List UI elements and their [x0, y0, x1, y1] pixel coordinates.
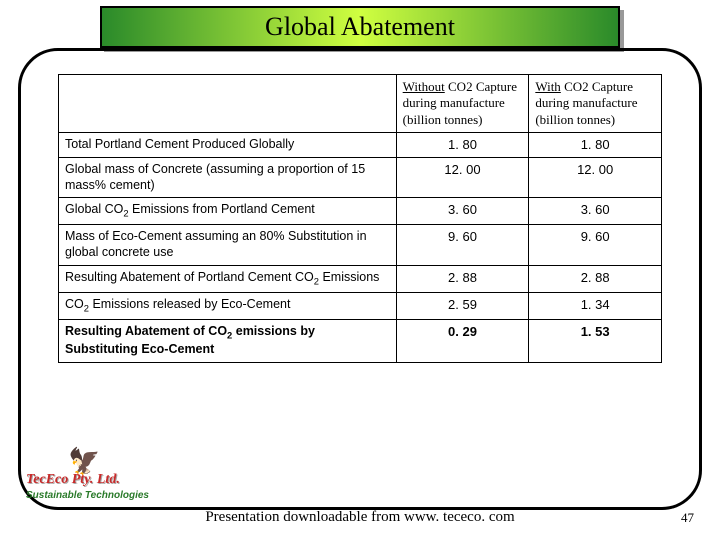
- brand-line1: TecEco Pty. Ltd.: [26, 472, 120, 488]
- logo-area: 🦅 TecEco Pty. Ltd. Sustainable Technolog…: [26, 472, 196, 522]
- row-value-with: 2. 88: [529, 265, 662, 292]
- table-row: Total Portland Cement Produced Globally1…: [59, 132, 662, 157]
- header-without-uline: Without: [403, 79, 445, 94]
- row-label: CO2 Emissions released by Eco-Cement: [59, 292, 397, 319]
- brand-line2: Sustainable Technologies: [26, 490, 149, 501]
- header-with-uline: With: [535, 79, 560, 94]
- table-row: CO2 Emissions released by Eco-Cement2. 5…: [59, 292, 662, 319]
- row-value-with: 9. 60: [529, 225, 662, 265]
- footer-text: Presentation downloadable from www. tece…: [205, 509, 514, 526]
- row-value-without: 1. 80: [396, 132, 529, 157]
- title-inner: Global Abatement: [100, 6, 620, 48]
- abatement-table-wrap: Without CO2 Capture during manufacture (…: [58, 74, 662, 363]
- row-value-with: 1. 34: [529, 292, 662, 319]
- header-blank: [59, 75, 397, 133]
- table-header-row: Without CO2 Capture during manufacture (…: [59, 75, 662, 133]
- table-body: Total Portland Cement Produced Globally1…: [59, 132, 662, 362]
- row-value-with: 3. 60: [529, 198, 662, 225]
- row-label: Total Portland Cement Produced Globally: [59, 132, 397, 157]
- table-row: Global mass of Concrete (assuming a prop…: [59, 158, 662, 198]
- table-row: Global CO2 Emissions from Portland Cemen…: [59, 198, 662, 225]
- row-label: Resulting Abatement of Portland Cement C…: [59, 265, 397, 292]
- row-value-with: 1. 53: [529, 320, 662, 363]
- header-with: With CO2 Capture during manufacture (bil…: [529, 75, 662, 133]
- abatement-table: Without CO2 Capture during manufacture (…: [58, 74, 662, 363]
- row-label: Mass of Eco-Cement assuming an 80% Subst…: [59, 225, 397, 265]
- row-label: Global mass of Concrete (assuming a prop…: [59, 158, 397, 198]
- row-value-without: 0. 29: [396, 320, 529, 363]
- row-value-with: 1. 80: [529, 132, 662, 157]
- table-row: Resulting Abatement of Portland Cement C…: [59, 265, 662, 292]
- header-without: Without CO2 Capture during manufacture (…: [396, 75, 529, 133]
- slide-title: Global Abatement: [265, 12, 455, 42]
- row-value-without: 2. 88: [396, 265, 529, 292]
- row-value-without: 2. 59: [396, 292, 529, 319]
- row-value-without: 12. 00: [396, 158, 529, 198]
- row-value-without: 3. 60: [396, 198, 529, 225]
- page-number: 47: [681, 510, 694, 526]
- table-row: Resulting Abatement of CO2 emissions by …: [59, 320, 662, 363]
- row-label: Global CO2 Emissions from Portland Cemen…: [59, 198, 397, 225]
- row-value-without: 9. 60: [396, 225, 529, 265]
- row-value-with: 12. 00: [529, 158, 662, 198]
- table-row: Mass of Eco-Cement assuming an 80% Subst…: [59, 225, 662, 265]
- row-label: Resulting Abatement of CO2 emissions by …: [59, 320, 397, 363]
- title-box: Global Abatement: [100, 6, 620, 48]
